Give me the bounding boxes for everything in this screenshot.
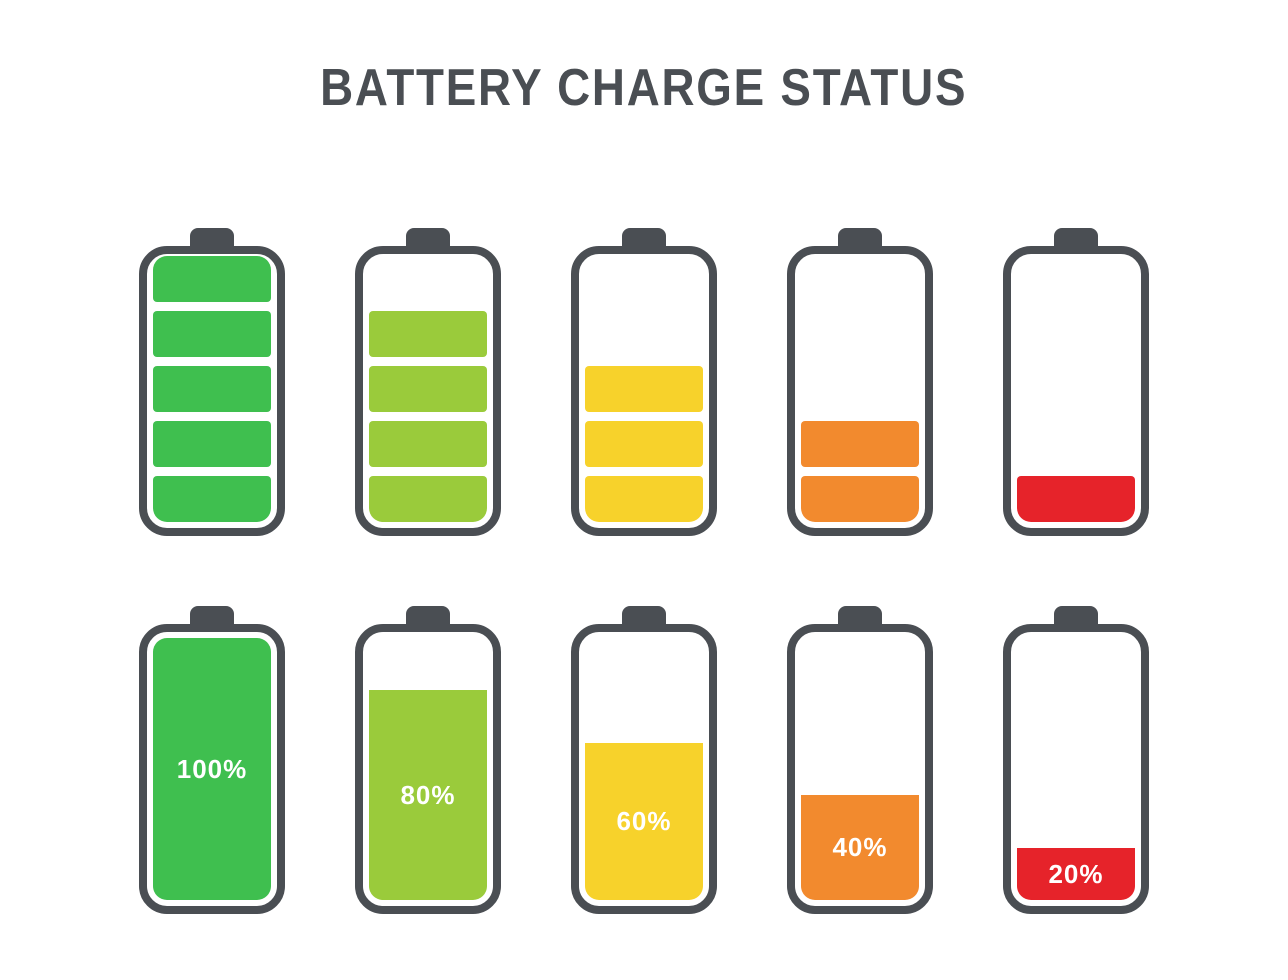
battery-inner [1017, 260, 1135, 522]
battery-bar [369, 311, 487, 357]
battery-fill: 60% [585, 743, 703, 900]
battery-row-solid: 100% 80% 60% 40% 20% [139, 606, 1149, 914]
battery-bars [153, 256, 271, 522]
battery-segmented-100 [139, 228, 285, 536]
battery-bars [369, 311, 487, 522]
battery-bar [585, 421, 703, 467]
battery-bars [585, 366, 703, 522]
battery-inner: 40% [801, 638, 919, 900]
battery-segmented-60 [571, 228, 717, 536]
battery-solid-80: 80% [355, 606, 501, 914]
battery-bar [153, 421, 271, 467]
battery-fill: 40% [801, 795, 919, 900]
battery-bar [1017, 476, 1135, 522]
battery-bar [585, 476, 703, 522]
battery-inner [369, 260, 487, 522]
battery-body [571, 246, 717, 536]
battery-terminal-icon [838, 606, 882, 624]
battery-body: 20% [1003, 624, 1149, 914]
battery-inner [801, 260, 919, 522]
battery-body: 80% [355, 624, 501, 914]
battery-percent-label: 20% [1048, 859, 1103, 890]
battery-body: 100% [139, 624, 285, 914]
battery-body [139, 246, 285, 536]
battery-body [1003, 246, 1149, 536]
battery-percent-label: 80% [400, 780, 455, 811]
battery-bar [369, 421, 487, 467]
battery-fill: 80% [369, 690, 487, 900]
battery-rows: 100% 80% 60% 40% 20% [139, 228, 1149, 914]
battery-bar [153, 311, 271, 357]
battery-row-segmented [139, 228, 1149, 536]
battery-solid-100: 100% [139, 606, 285, 914]
battery-bars [1017, 476, 1135, 522]
battery-body [355, 246, 501, 536]
battery-inner: 60% [585, 638, 703, 900]
battery-bar [369, 476, 487, 522]
battery-fill: 100% [153, 638, 271, 900]
battery-terminal-icon [838, 228, 882, 246]
battery-segmented-80 [355, 228, 501, 536]
battery-solid-60: 60% [571, 606, 717, 914]
battery-bars [801, 421, 919, 522]
battery-solid-40: 40% [787, 606, 933, 914]
battery-terminal-icon [406, 228, 450, 246]
battery-segmented-20 [1003, 228, 1149, 536]
battery-bar [801, 476, 919, 522]
battery-bar [153, 256, 271, 302]
battery-segmented-40 [787, 228, 933, 536]
battery-bar [369, 366, 487, 412]
battery-terminal-icon [622, 606, 666, 624]
battery-terminal-icon [406, 606, 450, 624]
battery-terminal-icon [622, 228, 666, 246]
battery-terminal-icon [1054, 228, 1098, 246]
battery-fill: 20% [1017, 848, 1135, 900]
battery-percent-label: 40% [832, 832, 887, 863]
battery-terminal-icon [190, 228, 234, 246]
battery-inner: 20% [1017, 638, 1135, 900]
battery-body: 40% [787, 624, 933, 914]
battery-inner: 100% [153, 638, 271, 900]
battery-inner [153, 260, 271, 522]
battery-bar [153, 366, 271, 412]
battery-bar [153, 476, 271, 522]
battery-body [787, 246, 933, 536]
battery-terminal-icon [190, 606, 234, 624]
battery-terminal-icon [1054, 606, 1098, 624]
battery-percent-label: 60% [616, 806, 671, 837]
battery-inner [585, 260, 703, 522]
page-title: BATTERY CHARGE STATUS [320, 58, 967, 118]
battery-body: 60% [571, 624, 717, 914]
battery-solid-20: 20% [1003, 606, 1149, 914]
battery-percent-label: 100% [177, 754, 248, 785]
battery-bar [585, 366, 703, 412]
battery-inner: 80% [369, 638, 487, 900]
battery-bar [801, 421, 919, 467]
